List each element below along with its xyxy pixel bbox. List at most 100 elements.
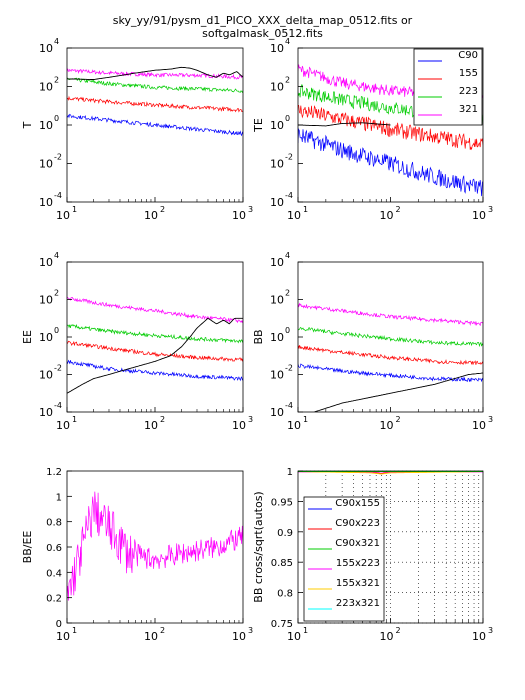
- y-tick-label: 10: [39, 158, 53, 171]
- series-line-3: [298, 128, 483, 197]
- y-tick-label: 1.2: [46, 467, 62, 478]
- legend-label: 155x321: [336, 578, 380, 589]
- x-tick-label: 10: [380, 419, 394, 432]
- y-tick-label: 10: [39, 369, 53, 382]
- y-tick-label: 0.85: [271, 558, 293, 569]
- series-group: [298, 64, 483, 197]
- x-tick-label: 10: [232, 209, 246, 222]
- series-line-0: [67, 491, 243, 601]
- y-tick-exponent: 0: [54, 326, 59, 335]
- legend-label: 321: [459, 104, 478, 115]
- y-axis-label: TE: [252, 118, 265, 133]
- y-tick-label: 0.4: [46, 568, 62, 579]
- y-tick-exponent: -2: [54, 364, 62, 373]
- legend-box: [303, 496, 385, 622]
- legend: C90x155 C90x223 C90x321 155x223 155x321 223x3…: [303, 496, 385, 622]
- series-group: [67, 296, 243, 394]
- x-tick-exponent: 3: [248, 205, 253, 214]
- y-tick-label: 10: [39, 42, 53, 55]
- y-tick-label: 10: [39, 81, 53, 94]
- y-tick-label: 10: [270, 294, 284, 307]
- y-tick-label: 10: [270, 119, 284, 132]
- y-axis-label: BB/EE: [21, 531, 34, 564]
- chart-BB_EE: 10 1 10 2 10 300.20.40.60.811.2BB/EE: [21, 467, 253, 643]
- y-tick-label: 10: [39, 294, 53, 307]
- y-tick-label: 10: [39, 119, 53, 132]
- series-group: [298, 471, 483, 475]
- x-tick-label: 10: [56, 630, 70, 643]
- x-axis: 10 1 10 2 10 3: [287, 407, 493, 432]
- x-tick-label: 10: [232, 630, 246, 643]
- series-line-4: [298, 122, 391, 127]
- x-tick-exponent: 2: [160, 205, 165, 214]
- y-tick-exponent: 2: [54, 76, 59, 85]
- x-tick-exponent: 1: [72, 626, 77, 635]
- series-line-2: [67, 340, 243, 362]
- legend-label: 223x321: [336, 598, 380, 609]
- plot-frame: [66, 261, 244, 413]
- y-tick-exponent: 2: [285, 76, 290, 85]
- figure-title-line-1: sky_yy/91/pysm_d1_PICO_XXX_delta_map_051…: [112, 14, 413, 27]
- series-line-2: [298, 345, 483, 366]
- x-tick-exponent: 1: [303, 205, 308, 214]
- x-tick-exponent: 2: [396, 415, 401, 424]
- y-tick-exponent: 4: [285, 251, 290, 260]
- y-tick-label: 10: [39, 196, 53, 209]
- y-axis-label: T: [21, 121, 34, 129]
- y-tick-exponent: -4: [285, 191, 293, 200]
- y-tick-exponent: 2: [285, 289, 290, 298]
- plot-frame: [66, 470, 244, 624]
- x-tick-exponent: 2: [160, 415, 165, 424]
- x-tick-exponent: 2: [396, 205, 401, 214]
- x-tick-label: 10: [287, 419, 301, 432]
- series-line-3: [298, 471, 483, 475]
- x-tick-label: 10: [380, 630, 394, 643]
- legend-label: 223: [459, 86, 478, 97]
- x-tick-exponent: 3: [248, 626, 253, 635]
- legend: C90 155 223 321: [413, 48, 483, 126]
- y-tick-exponent: 4: [54, 251, 59, 260]
- y-axis-label: BB: [252, 329, 265, 344]
- y-tick-label: 0.8: [277, 589, 293, 600]
- series-line-3: [67, 113, 243, 137]
- y-tick-label: 0.95: [271, 497, 293, 508]
- x-tick-exponent: 1: [303, 626, 308, 635]
- y-tick-label: 1: [287, 467, 293, 478]
- y-tick-label: 10: [270, 406, 284, 419]
- x-tick-label: 10: [144, 209, 158, 222]
- y-tick-label: 0.6: [46, 543, 62, 554]
- series-line-4: [67, 66, 243, 80]
- legend-label: C90x321: [335, 538, 380, 549]
- series-line-1: [298, 326, 483, 348]
- x-tick-label: 10: [287, 209, 301, 222]
- series-group: [298, 302, 483, 412]
- legend-label: 155: [459, 68, 478, 79]
- legend-label: C90x223: [335, 518, 380, 529]
- y-tick-label: 0: [56, 619, 62, 630]
- y-tick-label: 10: [270, 369, 284, 382]
- y-tick-label: 10: [270, 158, 284, 171]
- x-tick-exponent: 3: [488, 415, 493, 424]
- x-tick-label: 10: [287, 630, 301, 643]
- plot-frame: [297, 261, 484, 413]
- x-tick-exponent: 1: [72, 205, 77, 214]
- x-tick-exponent: 2: [160, 626, 165, 635]
- legend-box: [413, 48, 483, 126]
- series-group: [67, 491, 243, 601]
- x-tick-label: 10: [472, 209, 486, 222]
- y-tick-exponent: 4: [54, 37, 59, 46]
- y-tick-label: 10: [39, 256, 53, 269]
- series-line-1: [67, 77, 243, 94]
- x-axis: 10 1 10 2 10 3: [56, 618, 253, 643]
- x-tick-label: 10: [56, 209, 70, 222]
- series-line-4: [67, 317, 243, 394]
- y-axis: 0 0.2 0.4 0.6 0.8 1 1.2: [46, 467, 72, 630]
- x-tick-label: 10: [56, 419, 70, 432]
- y-tick-exponent: 0: [285, 114, 290, 123]
